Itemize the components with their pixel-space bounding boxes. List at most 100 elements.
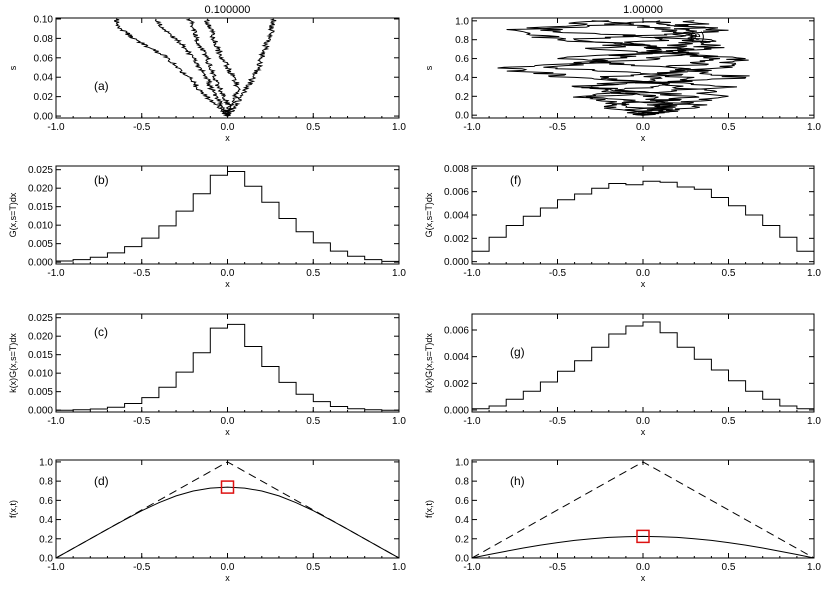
y-tick-label: 0.10 [34,14,54,25]
panel-e: -1.0 -0.5 0.0 0.5 1.0 0.0 0.2 0.4 0.6 0.8 1.0 x s 1.0… [424,4,821,143]
y-tick-label: 0.006 [444,187,469,198]
x-tick-label: -1.0 [463,562,481,573]
panel-label: (d) [94,474,109,488]
y-tick-label: 0.008 [444,164,469,175]
y-tick-label: 0.08 [34,34,54,45]
x-tick-label: -0.5 [549,416,567,427]
x-tick-label: -1.0 [463,122,481,133]
x-tick-label: 0.5 [722,416,736,427]
solution-curve [472,535,814,558]
y-axis-label: s [424,65,434,70]
panel-label: (a) [94,79,109,93]
histogram-step [56,171,399,263]
x-axis-label: x [641,427,646,437]
y-tick-label: 0.020 [28,332,53,343]
x-tick-label: 0.5 [306,562,320,573]
y-tick-label: 1.0 [39,457,53,468]
panel-title: 0.100000 [205,4,251,16]
y-tick-label: 0.015 [28,202,53,213]
y-tick-label: 0.2 [39,534,53,545]
y-tick-label: 0.025 [28,165,53,176]
x-tick-label: -0.5 [549,268,567,279]
y-tick-label: 0.005 [28,239,53,250]
y-tick-label: 0.025 [28,313,53,324]
walk-path [113,18,230,117]
y-tick-label: 0.010 [28,369,53,380]
histogram-step [56,323,399,411]
y-tick-label: 0.005 [28,387,53,398]
y-tick-label: 0.06 [34,53,54,64]
y-tick-label: 0.00 [34,112,54,123]
y-tick-label: 0.004 [444,352,469,363]
walk-path [543,20,717,116]
x-tick-label: 1.0 [807,562,821,573]
y-tick-label: 0.4 [455,515,469,526]
x-tick-label: 0.0 [221,562,235,573]
panel-label: (h) [510,474,525,488]
x-axis-label: x [225,427,230,437]
x-tick-label: 0.5 [722,562,736,573]
x-axis-label: x [641,573,646,583]
initial-condition-dashed [472,461,814,558]
y-tick-label: 0.8 [455,477,469,488]
x-tick-label: -0.5 [549,122,567,133]
x-tick-label: -0.5 [133,562,151,573]
x-tick-label: -1.0 [47,122,65,133]
x-tick-label: 1.0 [392,562,406,573]
x-tick-label: -1.0 [47,268,65,279]
panel-f: -1.0 -0.5 0.0 0.5 1.0 0.000 0.002 0.004 0.006 0.0… [424,164,821,289]
x-tick-label: -0.5 [133,268,151,279]
x-tick-label: 0.0 [221,122,235,133]
panel-a: -1.0 -0.5 0.0 0.5 1.0 0.00 0.02 0.04 0.06 0.08 0.1… [8,4,406,143]
panel-d: -1.0 -0.5 0.0 0.5 1.0 0.0 0.2 0.4 0.6 0.8 1.0 x f(x,… [8,457,406,583]
walk-path [585,20,749,116]
initial-condition-dashed [56,461,399,558]
solution-curve [56,486,399,558]
panel-c: -1.0 -0.5 0.0 0.5 1.0 0.000 0.005 0.010 0.015 0.0… [8,313,406,437]
y-tick-label: 0.2 [455,92,469,103]
x-tick-label: 0.0 [636,268,650,279]
x-tick-label: 1.0 [392,122,406,133]
x-tick-label: 0.5 [306,122,320,133]
y-tick-label: 0.015 [28,350,53,361]
y-axis-label: G(x,s=T)dx [424,192,434,237]
x-tick-label: 0.0 [221,268,235,279]
x-tick-label: 1.0 [392,416,406,427]
y-tick-label: 0.8 [39,477,53,488]
y-axis-label: s [8,65,18,70]
data-layer [113,18,277,117]
x-tick-label: 0.5 [722,122,736,133]
panel-label: (c) [94,325,108,339]
estimate-marker [636,529,650,544]
x-tick-label: -0.5 [133,122,151,133]
walk-path [154,18,230,117]
x-tick-label: -1.0 [463,416,481,427]
x-tick-label: 0.5 [306,268,320,279]
walk-path [225,18,277,117]
x-axis-label: x [641,279,646,289]
walk-path [203,18,241,117]
panel-label: (b) [94,173,109,187]
x-tick-label: 0.0 [636,122,650,133]
x-tick-label: 1.0 [392,268,406,279]
data-layer [497,20,750,116]
y-axis-label: k(x)G(x,s=T)dx [8,333,18,393]
y-tick-label: 0.6 [455,496,469,507]
data-layer [56,171,399,263]
histogram-step [472,321,814,410]
y-tick-label: 0.6 [39,496,53,507]
x-axis-label: x [641,133,646,143]
walk-path [572,20,729,116]
y-tick-label: 0.000 [444,257,469,268]
y-axis-label: f(x,t) [8,500,18,518]
histogram-step [472,180,814,262]
y-tick-label: 0.0 [39,554,53,565]
x-tick-label: 0.5 [722,268,736,279]
x-tick-label: -1.0 [463,268,481,279]
y-axis-label: k(x)G(x,s=T)dx [424,333,434,393]
y-tick-label: 0.4 [455,73,469,84]
panel-label: (g) [510,345,525,359]
panel-g: -1.0 -0.5 0.0 0.5 1.0 0.000 0.002 0.004 0.006 x k(… [424,313,821,437]
estimate-marker [220,480,235,494]
walk-path [497,20,738,116]
